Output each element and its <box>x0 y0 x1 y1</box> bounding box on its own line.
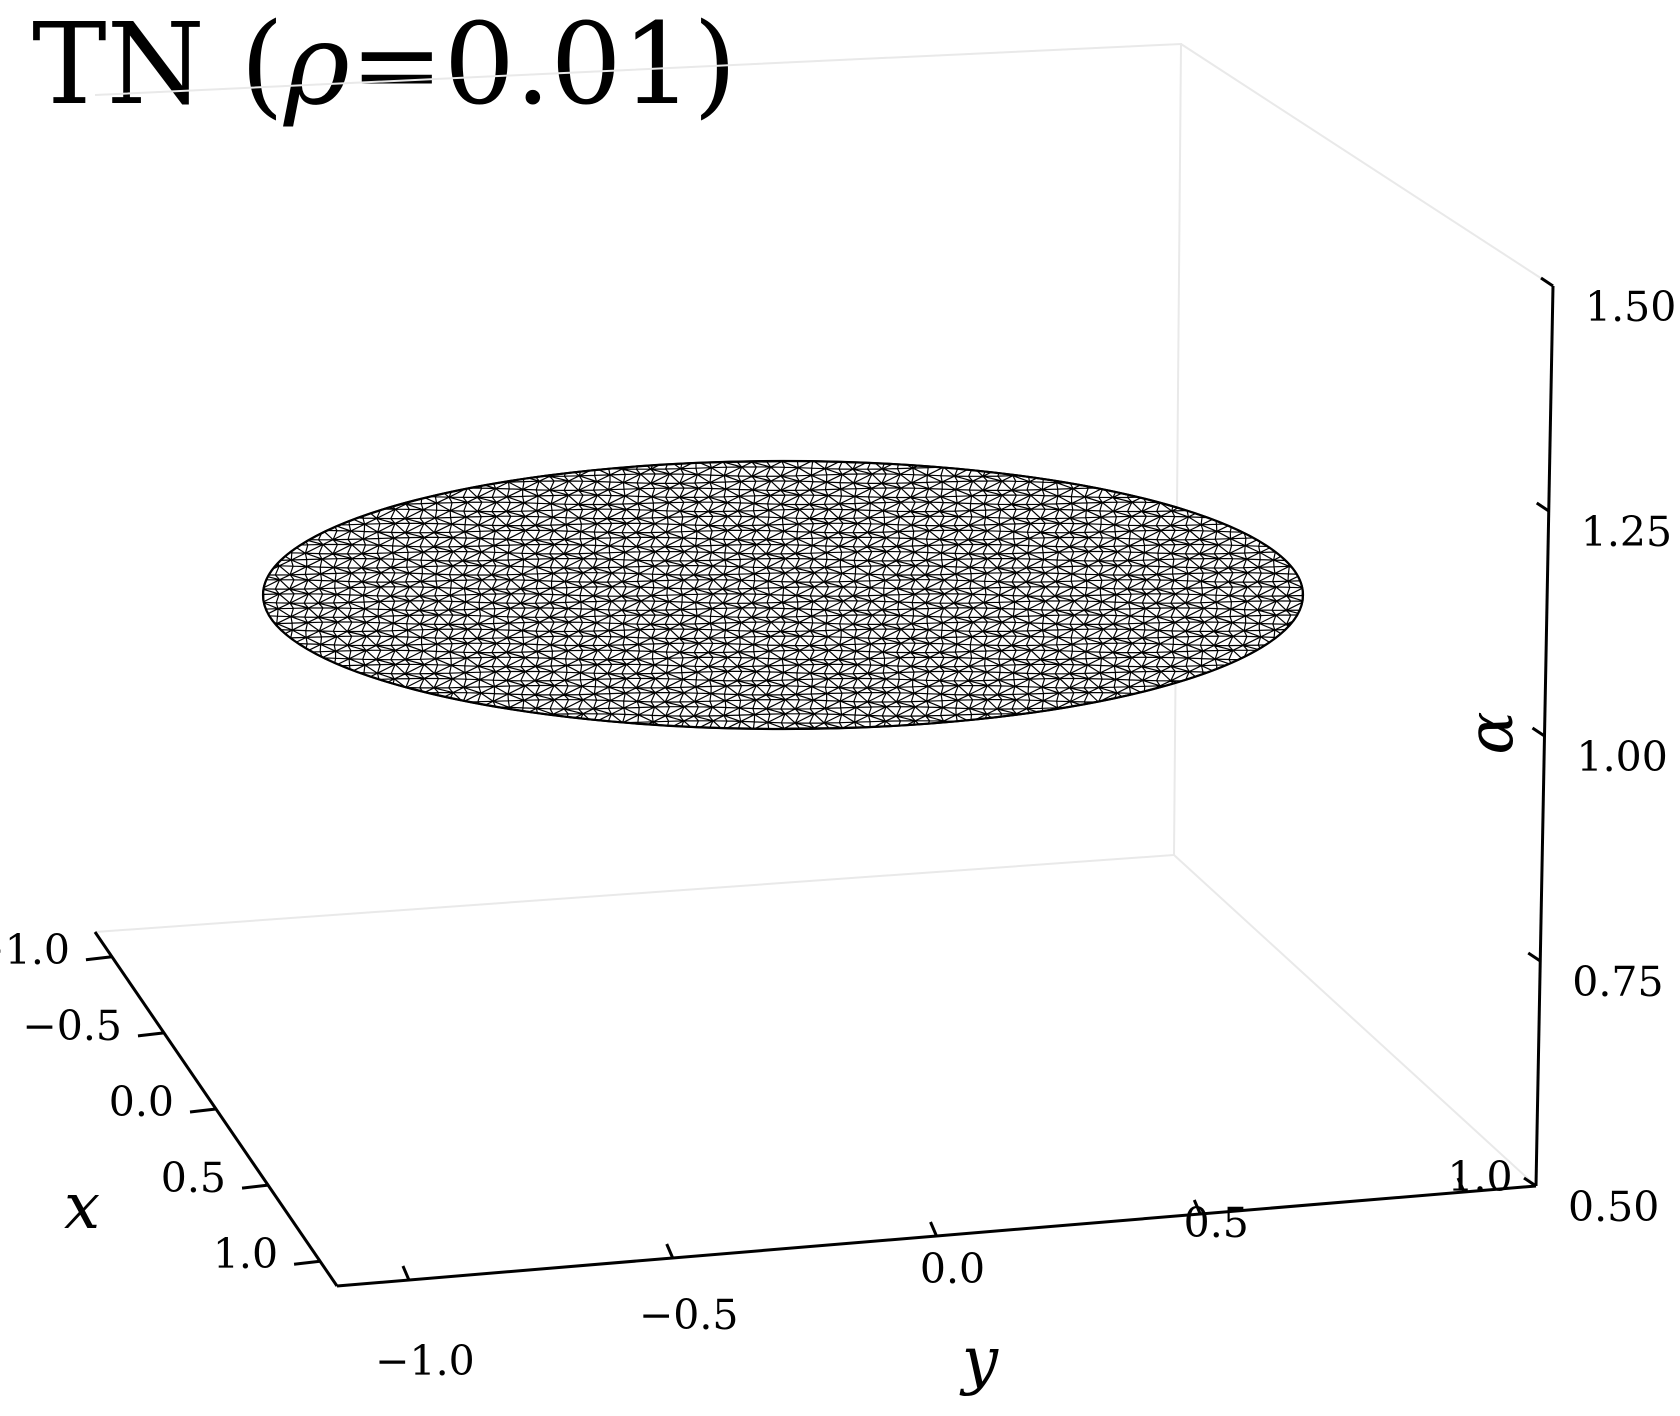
z-tick <box>1523 1176 1537 1188</box>
x-tick <box>137 1031 165 1038</box>
x-tick <box>85 955 113 962</box>
y-tick <box>665 1243 675 1259</box>
chart-title: TN (ρ=0.01) <box>32 0 737 130</box>
chart-title-symbol: ρ <box>283 0 350 130</box>
x-tick-label: −1.0 <box>0 926 70 974</box>
z-tick-label: 1.00 <box>1577 733 1668 781</box>
z-tick <box>1531 726 1546 738</box>
z-tick <box>1535 501 1550 513</box>
y-tick-label: 0.5 <box>1184 1199 1249 1247</box>
tick-labels: −1.0 −0.5 0.0 0.5 1.0 −1.0 −0.5 0.0 0.5 1.0 0.50 0.… <box>0 283 1676 1385</box>
x-tick-label: −0.5 <box>22 1002 122 1050</box>
z-tick-label: 1.50 <box>1585 283 1676 331</box>
y-tick <box>1456 1177 1466 1193</box>
disk-surface <box>261 459 1305 731</box>
z-axis-label: α <box>1454 711 1528 754</box>
y-tick-label: −1.0 <box>375 1337 475 1385</box>
y-tick <box>401 1265 411 1281</box>
axes <box>93 285 1555 1288</box>
right-pane-top-edge <box>1180 43 1554 287</box>
back-pane-edge <box>94 42 1183 933</box>
z-tick <box>1527 951 1542 963</box>
y-tick <box>929 1221 938 1237</box>
ticks <box>85 276 1554 1281</box>
x-tick-label: 0.5 <box>161 1154 226 1202</box>
y-axis-label: y <box>959 1324 999 1398</box>
chart-title-suffix: =0.01) <box>350 0 737 130</box>
x-axis-label: x <box>64 1170 100 1244</box>
z-tick-label: 1.25 <box>1581 508 1672 556</box>
disk-rim <box>261 459 1305 731</box>
x-tick-label: 0.0 <box>109 1078 174 1126</box>
chart-title-prefix: TN ( <box>32 0 284 130</box>
x-tick <box>241 1183 269 1190</box>
z-tick-label: 0.50 <box>1568 1183 1659 1231</box>
axis-panes <box>94 42 1554 1187</box>
y-tick <box>1192 1199 1202 1215</box>
y-tick-label: 1.0 <box>1447 1153 1512 1201</box>
y-tick-label: 0.0 <box>920 1245 985 1293</box>
x-tick <box>293 1259 321 1266</box>
z-tick-label: 0.75 <box>1572 958 1663 1006</box>
x-tick <box>189 1107 217 1114</box>
z-tick <box>1540 276 1554 288</box>
y-tick-label: −0.5 <box>639 1291 739 1339</box>
x-tick-label: 1.0 <box>213 1230 278 1278</box>
right-pane-bottom-edge <box>1173 854 1537 1187</box>
